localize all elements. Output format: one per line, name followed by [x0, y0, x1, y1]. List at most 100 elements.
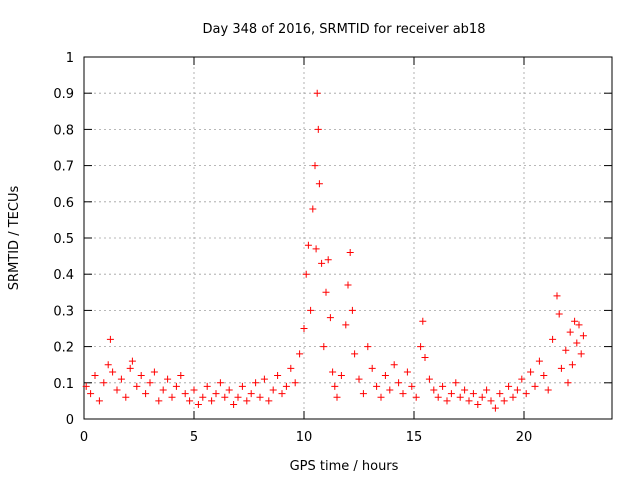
data-point [311, 162, 319, 170]
y-tick-label: 0.6 [53, 196, 74, 211]
data-point [496, 390, 504, 398]
data-point [535, 357, 543, 365]
data-point [238, 382, 246, 390]
y-tick-label: 0.7 [53, 160, 74, 175]
data-point [186, 397, 194, 405]
x-tick-label: 0 [80, 430, 88, 445]
data-point [252, 379, 260, 387]
data-point [314, 125, 322, 133]
data-point [434, 393, 442, 401]
y-tick-label: 1 [66, 51, 74, 66]
data-point [421, 353, 429, 361]
data-point [208, 397, 216, 405]
data-point [474, 401, 482, 409]
data-point [296, 350, 304, 358]
data-point [181, 390, 189, 398]
data-point [87, 390, 95, 398]
data-point [304, 241, 312, 249]
y-tick-label: 0.8 [53, 123, 74, 138]
data-point [346, 248, 354, 256]
data-point [381, 372, 389, 380]
data-point [439, 382, 447, 390]
data-point [159, 386, 167, 394]
y-tick-label: 0 [66, 413, 74, 428]
data-point [203, 382, 211, 390]
data-point [177, 372, 185, 380]
data-point [190, 386, 198, 394]
y-tick-label: 0.1 [53, 377, 74, 392]
data-point [309, 205, 317, 213]
data-points [82, 89, 587, 412]
data-point [307, 306, 315, 314]
data-point [137, 372, 145, 380]
data-point [91, 372, 99, 380]
data-point [518, 375, 526, 383]
data-point [557, 364, 565, 372]
data-point [333, 393, 341, 401]
data-point [571, 317, 579, 325]
data-point [109, 368, 117, 376]
data-point [522, 390, 530, 398]
data-point [344, 281, 352, 289]
data-point [230, 401, 238, 409]
data-point [549, 335, 557, 343]
y-axis-label: SRMTID / TECUs [7, 186, 22, 291]
data-point [172, 382, 180, 390]
data-point [544, 386, 552, 394]
data-point [359, 390, 367, 398]
data-point [447, 390, 455, 398]
y-tick-label: 0.4 [53, 268, 74, 283]
axis-ticks: 00.10.20.30.40.50.60.70.80.910 5 10 15 20 [53, 51, 612, 445]
data-point [95, 397, 103, 405]
data-point [126, 364, 134, 372]
data-point [430, 386, 438, 394]
y-tick-label: 0.9 [53, 87, 74, 102]
data-point [562, 346, 570, 354]
data-point [566, 328, 574, 336]
data-point [164, 375, 172, 383]
y-tick-label: 0.3 [53, 304, 74, 319]
data-point [100, 379, 108, 387]
data-point [324, 256, 332, 264]
data-point [351, 350, 359, 358]
grid [84, 57, 612, 419]
data-point [291, 379, 299, 387]
data-point [234, 393, 242, 401]
data-point [128, 357, 136, 365]
data-point [168, 393, 176, 401]
data-point [483, 386, 491, 394]
data-point [150, 368, 158, 376]
data-point [315, 180, 323, 188]
data-point [527, 368, 535, 376]
data-point [456, 393, 464, 401]
data-point [337, 372, 345, 380]
data-point [274, 372, 282, 380]
data-point [342, 321, 350, 329]
data-point [247, 390, 255, 398]
data-point [326, 314, 334, 322]
data-point [260, 375, 268, 383]
data-point [348, 306, 356, 314]
data-point [487, 397, 495, 405]
x-tick-label: 15 [406, 430, 423, 445]
data-point [113, 386, 121, 394]
data-point [155, 397, 163, 405]
data-point [390, 361, 398, 369]
data-point [225, 386, 233, 394]
data-point [461, 386, 469, 394]
data-point [469, 390, 477, 398]
data-point [313, 89, 321, 97]
data-point [579, 332, 587, 340]
data-point [395, 379, 403, 387]
data-point [399, 390, 407, 398]
data-point [287, 364, 295, 372]
data-point [256, 393, 264, 401]
data-point [540, 372, 548, 380]
data-point [417, 343, 425, 351]
data-point [491, 404, 499, 412]
x-tick-label: 20 [516, 430, 533, 445]
chart-title: Day 348 of 2016, SRMTID for receiver ab1… [203, 22, 486, 37]
data-point [478, 393, 486, 401]
data-point [331, 382, 339, 390]
data-point [364, 343, 372, 351]
